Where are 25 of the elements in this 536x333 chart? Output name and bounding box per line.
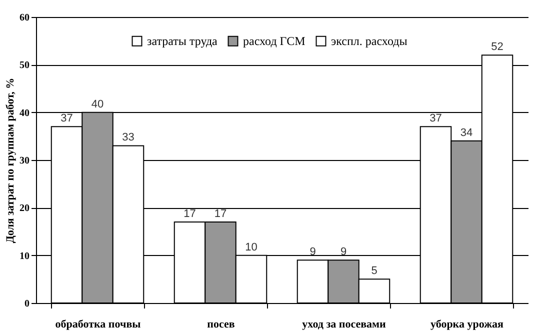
- y-axis-title: Доля затрат по группам работ, %: [4, 78, 16, 244]
- legend-label: затраты труда: [147, 34, 218, 48]
- y-tick-label: 20: [20, 203, 30, 214]
- y-tick-label: 0: [24, 298, 30, 310]
- x-tick-label: обработка почвы: [55, 318, 142, 330]
- data-label: 10: [245, 241, 258, 254]
- x-tick-label: уход за посевами: [302, 318, 387, 330]
- data-label: 37: [430, 112, 442, 125]
- data-label: 33: [122, 132, 134, 144]
- data-label: 37: [60, 112, 73, 125]
- y-tick-label: 30: [20, 156, 30, 166]
- data-label: 34: [460, 126, 473, 139]
- y-tick-label: 40: [20, 108, 30, 119]
- data-label: 40: [91, 98, 104, 110]
- y-tick-label: 50: [20, 60, 30, 72]
- data-label: 17: [184, 208, 196, 220]
- data-label: 17: [214, 208, 227, 220]
- data-label: 52: [491, 41, 504, 54]
- data-label: 5: [371, 265, 378, 278]
- y-tick-label: 10: [20, 250, 30, 262]
- legend-label: расход ГСМ: [243, 34, 306, 48]
- x-tick-label: посев: [207, 318, 235, 330]
- y-tick-label: 60: [20, 12, 30, 24]
- x-tick-label: уборка урожая: [430, 318, 504, 330]
- legend-label: экспл. расходы: [331, 34, 408, 48]
